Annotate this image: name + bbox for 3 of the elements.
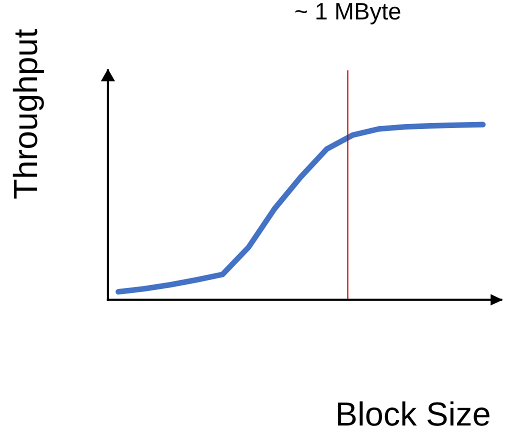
text: ~ 1 MByte [295, 3, 400, 24]
y-axis-title: Throughput [12, 29, 44, 199]
x-axis-title: Block Size [338, 401, 490, 426]
